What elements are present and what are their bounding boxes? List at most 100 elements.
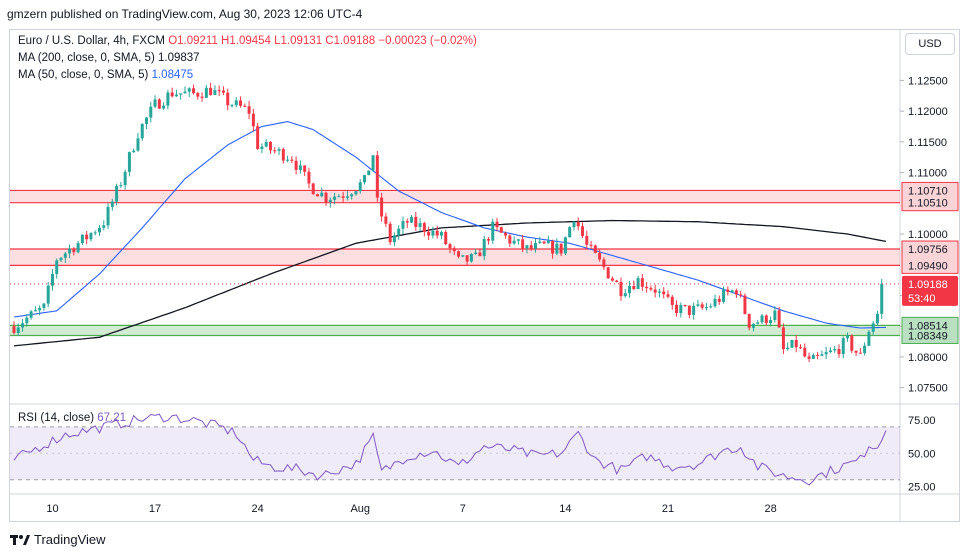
- candle-body: [508, 235, 512, 244]
- candle-body: [521, 239, 525, 249]
- last-price-label: 1.09188: [908, 279, 948, 291]
- candle-body: [410, 216, 414, 223]
- candle-body: [68, 248, 72, 254]
- candle-body: [149, 106, 153, 118]
- time-tick-label: 7: [460, 503, 466, 515]
- candle-body: [841, 338, 845, 355]
- candle-body: [55, 260, 59, 274]
- candle-body: [811, 354, 815, 359]
- legend-ohlc: O1.09211 H1.09454 L1.09131 C1.09188 −0.0…: [168, 35, 477, 47]
- candle-body: [572, 221, 576, 228]
- candle-body: [204, 87, 208, 98]
- published-header: gmzern published on TradingView.com, Aug…: [7, 7, 363, 21]
- candle-body: [820, 354, 824, 356]
- candle-body: [469, 254, 473, 262]
- candle-body: [76, 243, 80, 253]
- candle-body: [140, 123, 144, 139]
- candle-body: [132, 150, 136, 153]
- candle-body: [315, 194, 319, 197]
- legend-ma50-row: MA (50, close, 0, SMA, 5) 1.08475: [18, 69, 193, 81]
- last-price-badge: [902, 275, 958, 306]
- candle-body: [722, 289, 726, 302]
- candle-body: [260, 146, 264, 150]
- candle-body: [546, 241, 550, 244]
- candle-body: [448, 244, 452, 249]
- candle-body: [670, 296, 674, 305]
- price-tick-label: 1.07500: [908, 383, 948, 395]
- candle-body: [807, 356, 811, 359]
- footer[interactable]: TradingView: [10, 532, 106, 547]
- zone-bottom-price-label: 1.09490: [908, 260, 948, 272]
- candle-body: [166, 92, 170, 106]
- candle-body: [504, 232, 508, 236]
- candle-body: [380, 197, 384, 217]
- candle-body: [170, 92, 174, 97]
- candle-body: [816, 354, 820, 356]
- candle-body: [256, 126, 260, 150]
- candle-body: [196, 93, 200, 97]
- candle-body: [127, 152, 131, 172]
- candle-body: [837, 349, 841, 355]
- candle-body: [290, 159, 294, 161]
- candle-body: [123, 171, 127, 186]
- candle-body: [478, 252, 482, 257]
- candle-body: [431, 230, 435, 236]
- candle-body: [414, 216, 418, 227]
- candle-body: [696, 304, 700, 306]
- candle-body: [679, 305, 683, 314]
- candle-body: [264, 141, 268, 147]
- candle-body: [157, 99, 161, 109]
- candle-body: [657, 291, 661, 293]
- zone-support: [10, 325, 900, 336]
- candle-body: [751, 323, 755, 328]
- candle-body: [209, 87, 213, 95]
- footer-brand: TradingView: [34, 532, 106, 547]
- time-tick-label: 14: [559, 503, 571, 515]
- zone-bottom-price-label: 1.10510: [908, 198, 948, 210]
- candle-body: [247, 106, 251, 114]
- candle-body: [734, 290, 738, 295]
- time-tick-label: 24: [252, 503, 264, 515]
- candle-body: [854, 350, 858, 353]
- candle-body: [320, 192, 324, 197]
- candle-body: [444, 232, 448, 245]
- time-tick-label: 21: [662, 503, 674, 515]
- candle-body: [828, 350, 832, 353]
- candle-body: [187, 88, 191, 92]
- candle-body: [858, 352, 862, 354]
- currency-button[interactable]: USD: [905, 33, 955, 55]
- tradingview-logo-icon: [10, 534, 30, 545]
- candle-body: [439, 232, 443, 236]
- candle-body: [717, 298, 721, 302]
- candle-body: [645, 286, 649, 289]
- candle-body: [388, 223, 392, 243]
- candle-body: [632, 286, 636, 290]
- candle-body: [392, 235, 396, 243]
- candle-body: [589, 244, 593, 246]
- candle-body: [781, 327, 785, 350]
- candle-body: [46, 285, 50, 304]
- chart-frame: [9, 29, 960, 522]
- candle-body: [786, 347, 790, 350]
- candle-body: [512, 240, 516, 244]
- candle-body: [367, 170, 371, 176]
- candle-body: [179, 93, 183, 95]
- candle-body: [846, 335, 850, 339]
- candle-body: [491, 221, 495, 241]
- candle-body: [80, 234, 84, 244]
- candle-body: [495, 221, 499, 228]
- candle-body: [529, 245, 533, 249]
- rsi-tick-label: 25.00: [908, 481, 936, 493]
- rsi-value: 67.21: [97, 412, 127, 424]
- legend-ma200-row: MA (200, close, 0, SMA, 5) 1.09837: [18, 52, 200, 64]
- price-tick-label: 1.11500: [908, 137, 947, 149]
- candle-body: [615, 280, 619, 283]
- candle-body: [687, 305, 691, 315]
- candle-body: [875, 313, 879, 324]
- candle-body: [268, 141, 272, 151]
- candle-body: [555, 243, 559, 254]
- time-tick-label: 28: [764, 503, 776, 515]
- candle-body: [59, 257, 63, 261]
- candle-body: [551, 241, 555, 254]
